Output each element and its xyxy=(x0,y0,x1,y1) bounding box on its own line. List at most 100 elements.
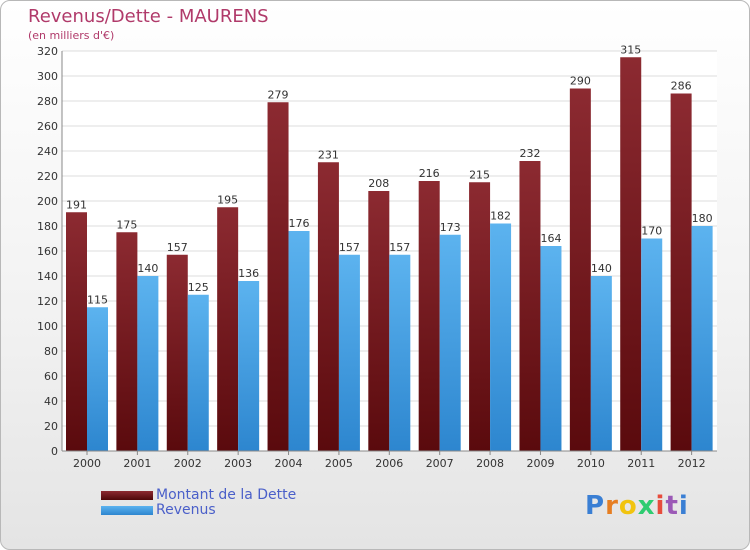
bar xyxy=(540,246,562,451)
bar xyxy=(389,254,411,451)
logo-letter: P xyxy=(585,491,606,521)
bar-value-label: 290 xyxy=(570,75,591,88)
bar-value-label: 140 xyxy=(591,262,612,275)
x-tick-label: 2001 xyxy=(123,457,151,470)
y-tick-label: 320 xyxy=(37,45,58,58)
bar xyxy=(137,276,159,451)
x-tick-label: 2009 xyxy=(526,457,554,470)
legend-label-revenus: Revenus xyxy=(156,502,216,518)
bar-value-label: 176 xyxy=(289,217,310,230)
y-tick-label: 280 xyxy=(37,95,58,108)
legend-item-debt: Montant de la Dette xyxy=(101,487,296,503)
x-tick-label: 2010 xyxy=(577,457,605,470)
x-tick-label: 2002 xyxy=(174,457,202,470)
x-tick-label: 2000 xyxy=(73,457,101,470)
bar-value-label: 315 xyxy=(620,43,641,56)
logo-letter: o xyxy=(618,491,638,521)
bar xyxy=(439,234,461,451)
bar xyxy=(519,161,541,451)
logo-letter: x xyxy=(637,491,656,521)
y-tick-label: 260 xyxy=(37,120,58,133)
bar-value-label: 157 xyxy=(389,241,410,254)
y-tick-label: 140 xyxy=(37,270,58,283)
legend-swatch-revenus xyxy=(101,505,153,515)
y-tick-label: 0 xyxy=(51,445,58,458)
logo-letter: r xyxy=(605,491,619,521)
bar-value-label: 125 xyxy=(188,281,209,294)
bar xyxy=(166,254,188,451)
bar-value-label: 140 xyxy=(137,262,158,275)
bar-value-label: 286 xyxy=(671,80,692,93)
logo-letter: t xyxy=(665,491,679,521)
bar xyxy=(641,238,663,451)
bar xyxy=(217,207,239,451)
bar-value-label: 232 xyxy=(519,147,540,160)
bar xyxy=(87,307,108,451)
proxiti-logo: Proxiti xyxy=(585,491,689,521)
bar xyxy=(116,232,138,451)
bar xyxy=(267,102,289,451)
bar-value-label: 216 xyxy=(419,167,440,180)
logo-letter: i xyxy=(678,491,689,521)
bar-value-label: 157 xyxy=(339,241,360,254)
bar-value-label: 191 xyxy=(66,198,87,211)
bar-value-label: 164 xyxy=(540,232,561,245)
bar-value-label: 173 xyxy=(440,221,461,234)
legend-item-revenus: Revenus xyxy=(101,502,216,518)
y-tick-label: 120 xyxy=(37,295,58,308)
bar xyxy=(418,181,440,451)
legend-label-debt: Montant de la Dette xyxy=(156,487,297,503)
x-tick-label: 2004 xyxy=(275,457,303,470)
chart-subtitle: (en milliers d'€) xyxy=(28,29,115,42)
bar-value-label: 175 xyxy=(116,218,137,231)
legend-swatch-debt xyxy=(101,490,153,500)
bar-value-label: 115 xyxy=(87,293,108,306)
bar xyxy=(288,231,310,451)
y-tick-label: 20 xyxy=(44,420,58,433)
bar xyxy=(469,182,491,451)
x-tick-label: 2003 xyxy=(224,457,252,470)
y-tick-label: 160 xyxy=(37,245,58,258)
bar xyxy=(670,93,692,451)
y-tick-label: 60 xyxy=(44,370,58,383)
bar-value-label: 279 xyxy=(268,88,289,101)
bar xyxy=(238,281,260,451)
bar-value-label: 180 xyxy=(692,212,713,225)
bar xyxy=(691,226,713,451)
x-tick-label: 2008 xyxy=(476,457,504,470)
bar xyxy=(338,254,360,451)
bar-value-label: 136 xyxy=(238,267,259,280)
bar xyxy=(620,57,642,451)
chart-title: Revenus/Dette - MAURENS xyxy=(28,6,269,27)
y-tick-label: 100 xyxy=(37,320,58,333)
x-tick-label: 2006 xyxy=(375,457,403,470)
y-tick-label: 200 xyxy=(37,195,58,208)
x-tick-label: 2011 xyxy=(627,457,655,470)
bar-value-label: 157 xyxy=(167,241,188,254)
bar xyxy=(317,162,339,451)
bar-value-label: 231 xyxy=(318,148,339,161)
x-tick-label: 2005 xyxy=(325,457,353,470)
x-tick-label: 2007 xyxy=(426,457,454,470)
bar xyxy=(569,88,591,451)
y-tick-label: 300 xyxy=(37,70,58,83)
bar xyxy=(490,223,512,451)
bar-value-label: 195 xyxy=(217,193,238,206)
y-tick-label: 40 xyxy=(44,395,58,408)
bar xyxy=(368,191,390,451)
logo-letter: i xyxy=(655,491,666,521)
bar-value-label: 215 xyxy=(469,168,490,181)
y-tick-label: 180 xyxy=(37,220,58,233)
y-tick-label: 240 xyxy=(37,145,58,158)
y-tick-label: 220 xyxy=(37,170,58,183)
bar xyxy=(590,276,612,451)
bar-value-label: 208 xyxy=(368,177,389,190)
bar-value-label: 182 xyxy=(490,210,511,223)
bar xyxy=(66,212,87,451)
bar xyxy=(187,294,209,451)
bar-value-label: 170 xyxy=(641,225,662,238)
y-tick-label: 80 xyxy=(44,345,58,358)
x-tick-label: 2012 xyxy=(678,457,706,470)
